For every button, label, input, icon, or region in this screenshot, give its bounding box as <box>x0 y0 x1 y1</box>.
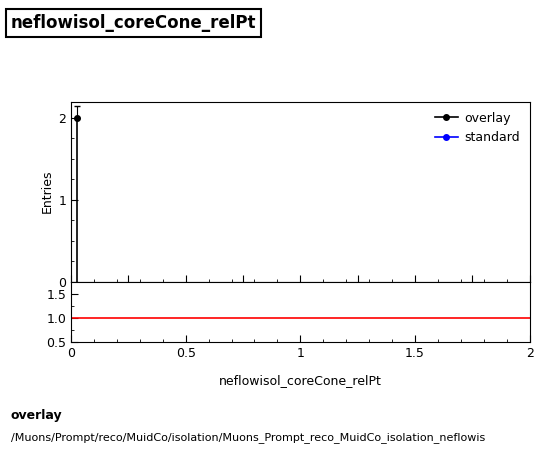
Legend: overlay, standard: overlay, standard <box>431 108 524 148</box>
Text: overlay: overlay <box>11 409 63 422</box>
Text: /Muons/Prompt/reco/MuidCo/isolation/Muons_Prompt_reco_MuidCo_isolation_neflowis: /Muons/Prompt/reco/MuidCo/isolation/Muon… <box>11 432 485 443</box>
Text: neflowisol_coreCone_relPt: neflowisol_coreCone_relPt <box>11 14 257 32</box>
Text: neflowisol_coreCone_relPt: neflowisol_coreCone_relPt <box>219 374 382 387</box>
Y-axis label: Entries: Entries <box>41 170 54 213</box>
